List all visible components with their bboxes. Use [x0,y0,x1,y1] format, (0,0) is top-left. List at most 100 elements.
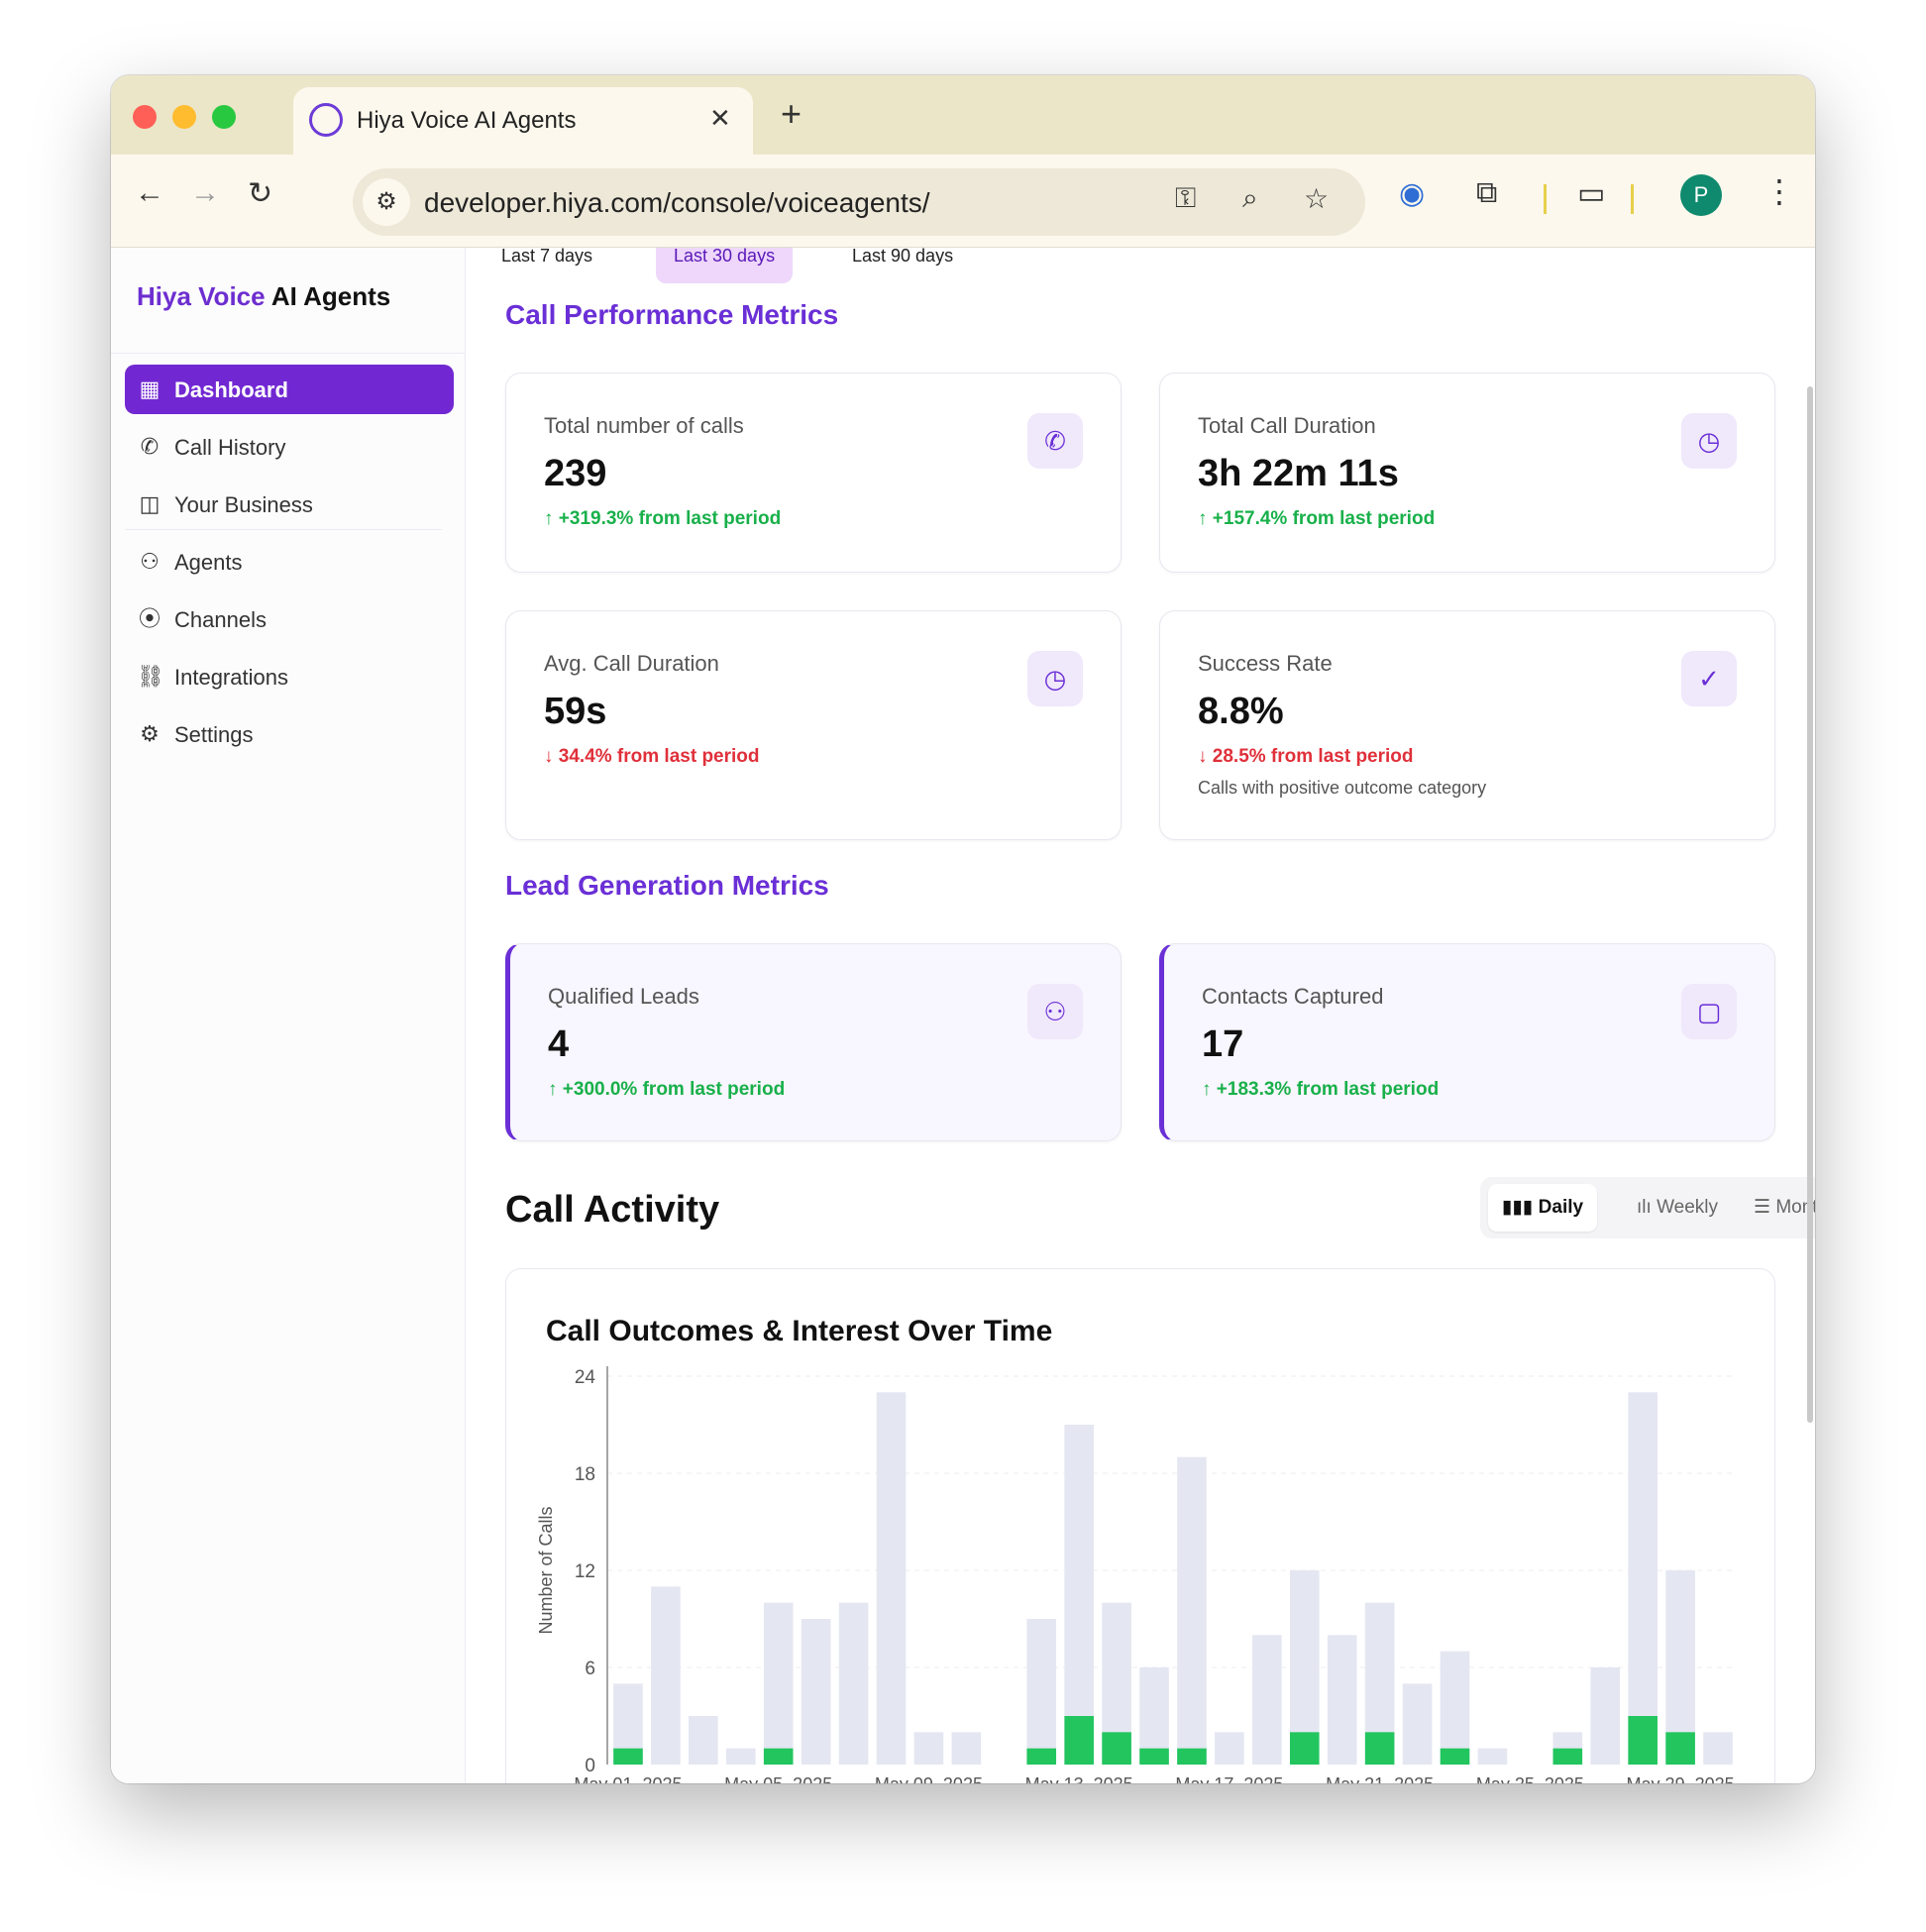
check-circle-icon: ✓ [1681,651,1737,706]
metric-change-text: +319.3% from last period [558,508,782,529]
call-performance-title: Call Performance Metrics [505,299,839,330]
close-window-button[interactable] [133,105,157,129]
bar-total [1177,1456,1207,1765]
bar-positive [1177,1748,1207,1765]
browser-menu-icon[interactable]: ⋮ [1764,173,1795,209]
phone-history-icon: ✆ [140,434,160,459]
zoom-icon[interactable]: ⌕ [1242,182,1258,213]
password-manager-icon[interactable]: ◉ [1399,177,1426,210]
metric-label: Avg. Call Duration [544,651,719,676]
url-text[interactable]: developer.hiya.com/console/voiceagents/ [424,187,930,218]
y-tick-label: 18 [575,1464,595,1485]
metric-card-avg-duration: Avg. Call Duration 59s ↓ 34.4% from last… [505,610,1122,840]
users-icon: ⚇ [1027,984,1083,1039]
sidebar-divider [125,529,442,530]
dashboard-icon: ▦ [139,376,160,401]
site-settings-icon[interactable]: ⚙ [363,178,410,226]
range-last-90-days[interactable]: Last 90 days [852,248,954,266]
bar-total [951,1732,982,1765]
metric-value: 3h 22m 11s [1198,453,1399,494]
bar-total [838,1602,869,1765]
link-icon: ⛓ [137,664,164,689]
y-tick-label: 0 [585,1756,595,1776]
toggle-weekly[interactable]: ılı Weekly [1637,1197,1719,1218]
hiya-logo-icon [309,103,343,137]
sidebar-item-label: Dashboard [174,377,288,402]
browser-tab[interactable]: Hiya Voice AI Agents ✕ [293,87,753,155]
sidebar-item-call-history[interactable]: ✆ Call History [125,422,454,472]
sidebar-item-settings[interactable]: ⚙ Settings [125,709,454,759]
bar-total [913,1732,944,1765]
bar-total [1402,1683,1433,1765]
range-last-7-days[interactable]: Last 7 days [501,248,593,266]
brand-divider [111,353,466,354]
tab-bar: Hiya Voice AI Agents ✕ + [111,75,1815,155]
bar-positive [1026,1748,1057,1765]
range-last-30-days[interactable]: Last 30 days [656,248,794,283]
page-scrollbar[interactable] [1807,386,1813,1423]
y-axis-label: Number of Calls [536,1506,556,1634]
metric-card-contacts-captured: Contacts Captured 17 ↑ +183.3% from last… [1159,943,1775,1141]
message-icon: ▢ [1681,984,1737,1039]
main-area: Last 7 days Last 30 days Last 90 days Ca… [466,248,1815,1783]
key-icon[interactable]: ⚿ [1175,182,1197,213]
toolbar-separator [1631,184,1634,214]
toolbar-separator [1544,184,1547,214]
call-activity-title: Call Activity [505,1189,720,1231]
bar-total [1064,1425,1094,1765]
minimize-window-button[interactable] [172,105,196,129]
metric-value: 4 [548,1023,570,1065]
tab-search-icon[interactable]: ▭ [1577,177,1606,210]
metric-change-text: 34.4% from last period [558,746,760,767]
briefcase-icon: ◫ [139,491,160,516]
browser-toolbar: ← → ↻ ⚙ developer.hiya.com/console/voice… [111,155,1815,248]
phone-icon: ✆ [1027,413,1083,469]
metric-change: ↑ +319.3% from last period [544,508,782,529]
back-icon[interactable]: ← [135,176,164,209]
maximize-window-button[interactable] [212,105,236,129]
clock-icon: ◷ [1681,413,1737,469]
brand-accent: Hiya Voice [137,281,266,311]
bookmark-star-icon[interactable]: ☆ [1304,183,1330,214]
x-tick-label: May 21, 2025 [1326,1774,1434,1783]
y-tick-label: 24 [575,1367,596,1388]
metric-label: Qualified Leads [548,984,699,1009]
toggle-daily[interactable]: ▮▮▮ Daily [1488,1184,1598,1232]
metric-card-total-duration: Total Call Duration 3h 22m 11s ↑ +157.4%… [1159,373,1775,573]
y-tick-label: 12 [575,1561,595,1582]
metric-card-total-calls: Total number of calls 239 ↑ +319.3% from… [505,373,1122,573]
sidebar-item-label: Your Business [174,492,313,517]
sidebar-item-channels[interactable]: ⦿ Channels [125,594,454,644]
bar-positive [1064,1716,1094,1765]
sidebar-item-your-business[interactable]: ◫ Your Business [125,480,454,529]
extensions-icon[interactable]: ⧉ [1476,176,1498,209]
sidebar-item-label: Call History [174,435,286,460]
bar-total [689,1716,718,1765]
sidebar-item-agents[interactable]: ⚇ Agents [125,537,454,587]
bar-total [1590,1667,1621,1765]
reload-icon[interactable]: ↻ [248,177,273,210]
metric-change: ↑ +300.0% from last period [548,1079,786,1100]
sidebar-item-integrations[interactable]: ⛓ Integrations [125,652,454,701]
forward-icon[interactable]: → [190,176,220,209]
users-icon: ⚇ [140,549,160,574]
broadcast-icon: ⦿ [138,606,160,631]
close-tab-icon[interactable]: ✕ [709,103,731,133]
gear-icon: ⚙ [140,721,160,746]
address-bar[interactable]: ⚙ developer.hiya.com/console/voiceagents… [353,168,1365,236]
metric-label: Success Rate [1198,651,1333,676]
toggle-monthly[interactable]: ☰ Monthly [1740,1184,1815,1232]
metric-label: Total Call Duration [1198,413,1376,438]
bar-total [1327,1635,1357,1765]
sidebar-item-dashboard[interactable]: ▦ Dashboard [125,365,454,414]
bar-positive [1289,1732,1320,1765]
metric-change: ↑ +183.3% from last period [1202,1079,1440,1100]
new-tab-icon[interactable]: + [781,93,802,134]
bar-total [763,1602,794,1765]
y-tick-label: 6 [585,1659,595,1679]
lead-generation-title: Lead Generation Metrics [505,870,829,901]
x-tick-label: May 17, 2025 [1175,1774,1283,1783]
bar-total [1477,1748,1508,1765]
profile-avatar[interactable]: P [1680,174,1722,216]
metric-card-success-rate: Success Rate 8.8% ↓ 28.5% from last peri… [1159,610,1775,840]
